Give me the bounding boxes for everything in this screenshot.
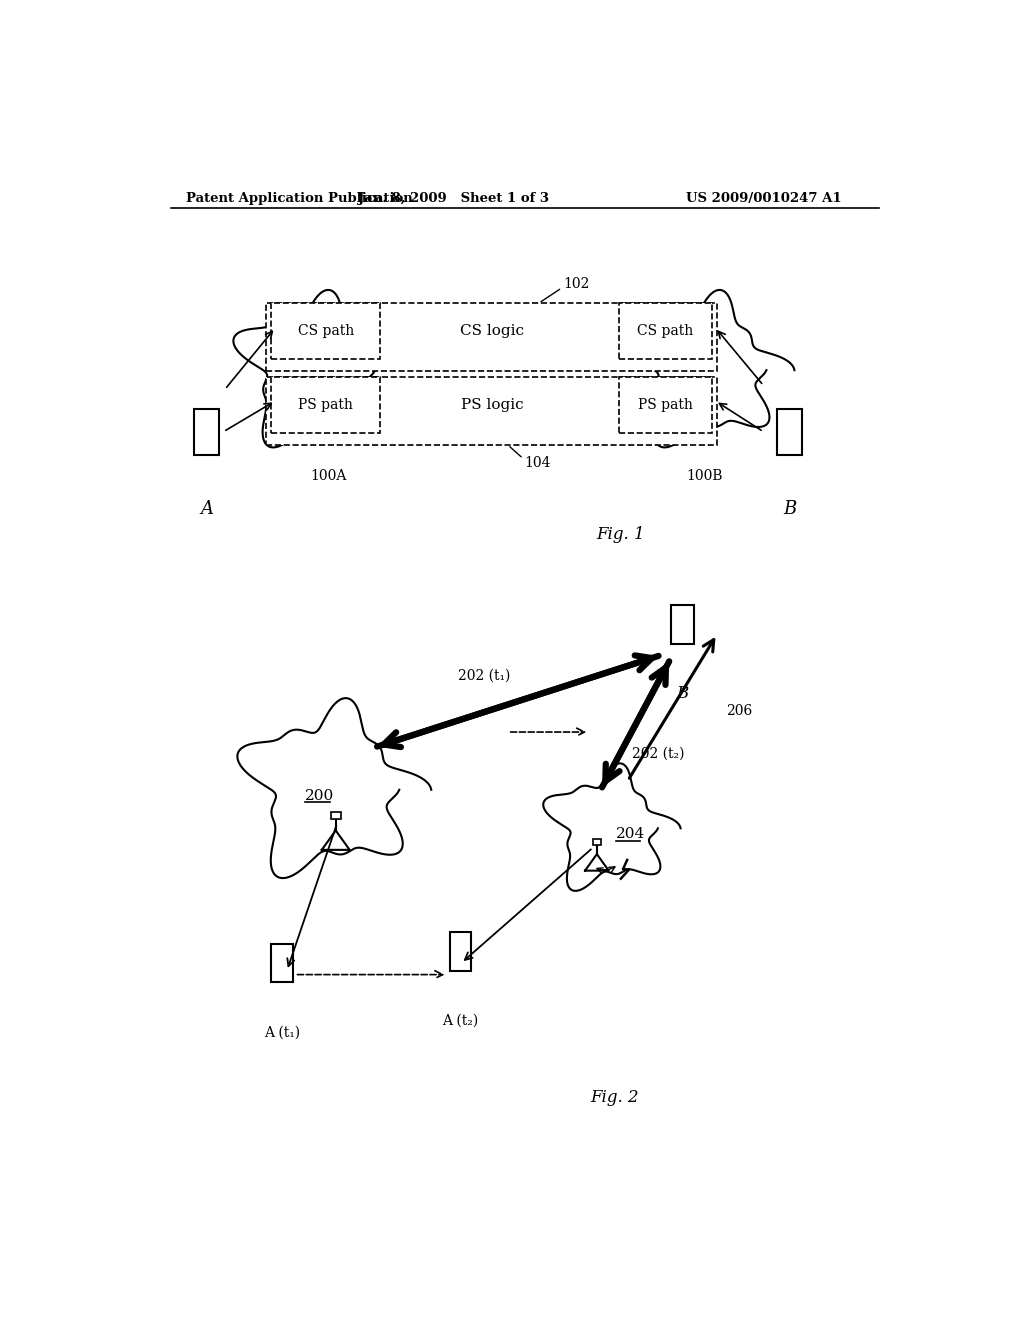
Text: Fig. 1: Fig. 1 bbox=[596, 525, 644, 543]
Bar bbox=[618, 304, 712, 359]
Text: 202 (t₂): 202 (t₂) bbox=[632, 747, 684, 760]
Bar bbox=[671, 605, 693, 644]
Text: Fig. 2: Fig. 2 bbox=[591, 1089, 639, 1106]
Text: PS path: PS path bbox=[638, 397, 692, 412]
Text: 206: 206 bbox=[726, 705, 753, 718]
Text: A (t₂): A (t₂) bbox=[442, 1014, 478, 1028]
Text: Jan. 8, 2009   Sheet 1 of 3: Jan. 8, 2009 Sheet 1 of 3 bbox=[358, 191, 549, 205]
Bar bbox=[331, 812, 341, 820]
Bar bbox=[271, 378, 380, 433]
Text: B: B bbox=[783, 500, 797, 517]
Polygon shape bbox=[233, 290, 403, 447]
Text: 100A: 100A bbox=[310, 469, 346, 483]
Text: PS path: PS path bbox=[298, 397, 353, 412]
Text: Patent Application Publication: Patent Application Publication bbox=[186, 191, 413, 205]
Text: B: B bbox=[676, 685, 688, 702]
Text: 100B: 100B bbox=[686, 469, 723, 483]
Text: US 2009/0010247 A1: US 2009/0010247 A1 bbox=[686, 191, 842, 205]
Bar bbox=[271, 944, 293, 982]
Text: 202 (t₁): 202 (t₁) bbox=[459, 669, 511, 682]
Text: CS path: CS path bbox=[298, 323, 353, 338]
Text: 204: 204 bbox=[616, 828, 645, 841]
Polygon shape bbox=[238, 698, 431, 878]
Text: A: A bbox=[201, 500, 214, 517]
Polygon shape bbox=[544, 763, 681, 891]
Text: CS logic: CS logic bbox=[460, 323, 524, 338]
Bar bbox=[777, 409, 802, 455]
Bar bbox=[266, 378, 717, 445]
Text: 200: 200 bbox=[305, 789, 334, 803]
Text: CS path: CS path bbox=[637, 323, 693, 338]
Bar bbox=[266, 304, 717, 371]
Bar bbox=[194, 409, 219, 455]
Text: 104: 104 bbox=[524, 455, 551, 470]
Text: PS logic: PS logic bbox=[461, 397, 523, 412]
Text: 102: 102 bbox=[563, 277, 590, 290]
Bar bbox=[593, 838, 601, 845]
Text: A (t₁): A (t₁) bbox=[264, 1026, 300, 1039]
Bar bbox=[450, 932, 471, 970]
Polygon shape bbox=[625, 290, 795, 447]
Bar bbox=[271, 304, 380, 359]
Bar bbox=[618, 378, 712, 433]
